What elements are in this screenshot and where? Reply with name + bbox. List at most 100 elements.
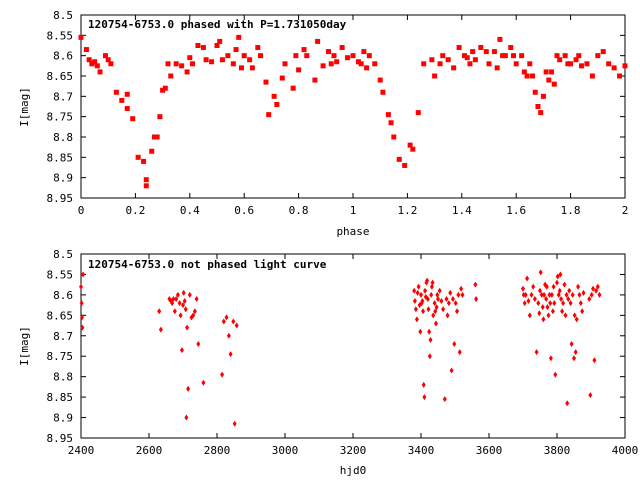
data-point <box>79 300 84 307</box>
x-tick-label: 2 <box>622 204 629 217</box>
x-tick-label: 3200 <box>340 444 367 457</box>
data-point <box>522 300 527 307</box>
data-point <box>130 116 136 122</box>
data-point <box>527 61 533 67</box>
data-point <box>483 49 489 55</box>
data-point <box>372 61 378 67</box>
data-point <box>334 59 340 65</box>
data-point <box>293 53 299 59</box>
data-point <box>388 120 394 126</box>
phased-data-points <box>78 34 628 189</box>
data-point <box>255 45 261 51</box>
data-point <box>574 316 579 323</box>
data-point <box>557 287 562 294</box>
data-point <box>595 283 600 290</box>
data-point <box>430 279 435 286</box>
data-point <box>201 379 206 386</box>
data-point <box>174 295 179 302</box>
data-point <box>538 269 543 276</box>
phased-axis-ticks: 0 0.2 0.4 0.6 0.8 1 1.2 1.4 1.6 1.8 2 8.5 8.55 8.6 8.6… <box>47 9 629 217</box>
data-point <box>196 340 201 347</box>
data-point <box>432 73 438 79</box>
x-tick-label: 0.2 <box>125 204 145 217</box>
data-point <box>219 57 225 63</box>
data-point <box>529 291 534 298</box>
data-point <box>537 310 542 317</box>
data-point <box>451 65 457 71</box>
data-point <box>600 49 606 55</box>
data-point <box>544 283 549 290</box>
data-point <box>231 318 236 325</box>
data-point <box>418 328 423 335</box>
data-point <box>194 295 199 302</box>
data-point <box>358 61 364 67</box>
data-point <box>502 53 508 59</box>
data-point <box>380 89 386 95</box>
data-point <box>170 300 175 307</box>
data-point <box>158 326 163 333</box>
data-point <box>186 385 191 392</box>
data-point <box>429 283 434 290</box>
data-point <box>143 183 149 189</box>
x-tick-label: 2600 <box>136 444 163 457</box>
data-point <box>282 61 288 67</box>
data-point <box>577 291 582 298</box>
data-point <box>94 63 100 69</box>
data-point <box>432 300 437 307</box>
data-point <box>124 91 130 97</box>
x-tick-label: 1 <box>350 204 357 217</box>
data-point <box>573 349 578 356</box>
data-point <box>540 304 545 311</box>
data-point <box>238 65 244 71</box>
y-tick-label: 8.5 <box>53 248 73 261</box>
data-point <box>569 340 574 347</box>
x-tick-label: 0.6 <box>234 204 254 217</box>
y-tick-label: 8.95 <box>47 432 74 445</box>
data-point <box>226 332 231 339</box>
data-point <box>258 53 264 59</box>
phased-x-axis-label: phase <box>336 225 369 238</box>
data-point <box>547 291 552 298</box>
data-point <box>407 142 413 148</box>
phased-plot-title: 120754-6753.0 phased with P=1.731050day <box>88 18 347 31</box>
data-point <box>441 306 446 313</box>
y-tick-label: 8.85 <box>47 391 74 404</box>
y-tick-label: 8.8 <box>53 371 73 384</box>
data-point <box>570 291 575 298</box>
y-tick-label: 8.8 <box>53 131 73 144</box>
data-point <box>588 392 593 399</box>
data-point <box>439 298 444 305</box>
data-point <box>541 316 546 323</box>
data-point <box>119 97 125 103</box>
data-point <box>595 53 601 59</box>
data-point <box>521 291 526 298</box>
phased-y-axis-label: I[mag] <box>18 87 31 127</box>
data-point <box>436 295 440 302</box>
x-tick-label: 4000 <box>612 444 639 457</box>
data-point <box>108 61 114 67</box>
data-point <box>464 55 470 61</box>
data-point <box>455 308 460 315</box>
data-point <box>497 36 503 42</box>
data-point <box>225 53 231 59</box>
data-point <box>478 45 484 51</box>
data-point <box>578 300 583 307</box>
data-point <box>80 324 85 331</box>
data-point <box>419 291 423 298</box>
phased-light-curve-panel: 120754-6753.0 phased with P=1.731050day … <box>18 9 628 238</box>
data-point <box>89 61 95 67</box>
data-point <box>456 45 462 51</box>
data-point <box>173 61 179 67</box>
data-point <box>236 34 242 40</box>
data-point <box>472 57 478 63</box>
data-point <box>546 312 551 319</box>
data-point <box>187 291 192 298</box>
x-tick-label: 1.2 <box>397 204 417 217</box>
data-point <box>435 291 440 298</box>
data-point <box>230 61 236 67</box>
y-tick-label: 8.6 <box>53 289 73 302</box>
data-point <box>224 314 229 321</box>
data-point <box>241 53 247 59</box>
data-point <box>181 302 185 309</box>
data-point <box>538 110 544 116</box>
